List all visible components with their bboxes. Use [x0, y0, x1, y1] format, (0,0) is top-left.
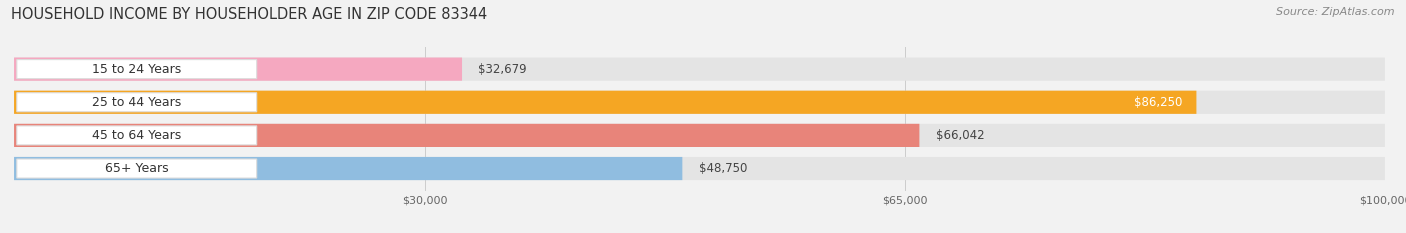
FancyBboxPatch shape	[14, 157, 1385, 180]
Text: 45 to 64 Years: 45 to 64 Years	[93, 129, 181, 142]
Text: 65+ Years: 65+ Years	[105, 162, 169, 175]
FancyBboxPatch shape	[14, 58, 1385, 81]
FancyBboxPatch shape	[14, 91, 1197, 114]
Text: 15 to 24 Years: 15 to 24 Years	[93, 63, 181, 76]
Text: Source: ZipAtlas.com: Source: ZipAtlas.com	[1277, 7, 1395, 17]
FancyBboxPatch shape	[17, 93, 257, 112]
Text: 25 to 44 Years: 25 to 44 Years	[93, 96, 181, 109]
FancyBboxPatch shape	[14, 91, 1385, 114]
Text: $66,042: $66,042	[936, 129, 984, 142]
FancyBboxPatch shape	[14, 58, 463, 81]
FancyBboxPatch shape	[14, 157, 682, 180]
FancyBboxPatch shape	[17, 159, 257, 178]
Text: $48,750: $48,750	[699, 162, 747, 175]
Text: HOUSEHOLD INCOME BY HOUSEHOLDER AGE IN ZIP CODE 83344: HOUSEHOLD INCOME BY HOUSEHOLDER AGE IN Z…	[11, 7, 488, 22]
FancyBboxPatch shape	[17, 60, 257, 79]
Text: $86,250: $86,250	[1135, 96, 1182, 109]
FancyBboxPatch shape	[14, 124, 1385, 147]
Text: $32,679: $32,679	[478, 63, 527, 76]
FancyBboxPatch shape	[17, 126, 257, 145]
FancyBboxPatch shape	[14, 124, 920, 147]
